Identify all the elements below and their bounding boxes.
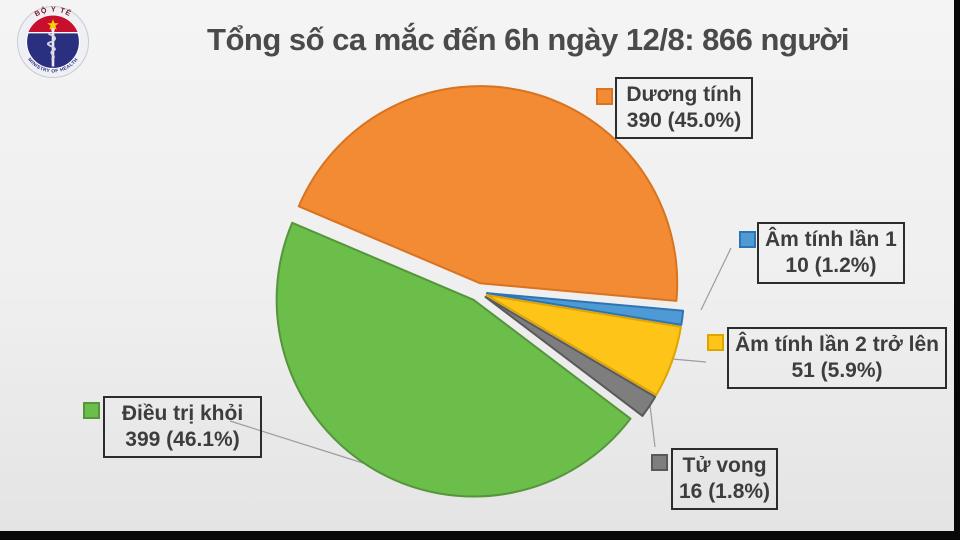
callout-value: 399 (46.1%) [125, 428, 240, 451]
ministry-of-health-logo: BỘ Y TẾ MINISTRY OF HEALTH [17, 5, 89, 78]
callout-label: Âm tính lần 2 trở lên [735, 333, 939, 356]
callout-am-tinh-lan-1: Âm tính lần 1 10 (1.2%) [757, 222, 905, 284]
logo-asclepius-staff-icon [47, 27, 57, 67]
pie-slice-4 [275, 221, 632, 498]
callout-dieu-tri-khoi: Điều trị khỏi 399 (46.1%) [103, 396, 262, 458]
legend-key-tu-vong [651, 454, 668, 471]
callout-value: 16 (1.8%) [679, 480, 771, 503]
callout-tu-vong: Tử vong 16 (1.8%) [671, 448, 779, 510]
callout-am-tinh-lan-2: Âm tính lần 2 trở lên 51 (5.9%) [727, 327, 947, 389]
logo-star-icon [47, 19, 59, 30]
pie-slice-1 [485, 292, 685, 326]
logo-top-text: BỘ Y TẾ [33, 5, 74, 19]
callout-leader-line [671, 358, 707, 363]
callout-value: 51 (5.9%) [791, 359, 883, 382]
callout-label: Điều trị khỏi [121, 402, 244, 425]
legend-key-duong-tinh [596, 88, 613, 105]
legend-key-am-tinh-lan-1 [739, 231, 756, 248]
pie-slice-3 [484, 296, 657, 417]
callout-leader-line [229, 420, 367, 465]
callout-label: Âm tính lần 1 [765, 228, 897, 251]
screen-right-edge-bar [954, 0, 960, 540]
callout-value: 10 (1.2%) [785, 254, 877, 277]
callout-leader-line [700, 247, 732, 311]
legend-key-dieu-tri-khoi [83, 402, 100, 419]
screen-bottom-edge-bar [0, 531, 960, 540]
callout-duong-tinh: Dương tính 390 (45.0%) [615, 77, 753, 139]
callout-label: Tử vong [682, 454, 767, 477]
legend-key-am-tinh-lan-2 [707, 334, 724, 351]
page-title: Tổng số ca mắc đến 6h ngày 12/8: 866 ngư… [207, 22, 849, 57]
callout-label: Dương tính [626, 83, 742, 106]
pie-slice-0 [297, 85, 679, 302]
callout-value: 390 (45.0%) [626, 109, 742, 132]
pie-slice-2 [485, 294, 682, 396]
slide-background: BỘ Y TẾ MINISTRY OF HEALTH Tổng số ca mắ… [0, 0, 954, 531]
